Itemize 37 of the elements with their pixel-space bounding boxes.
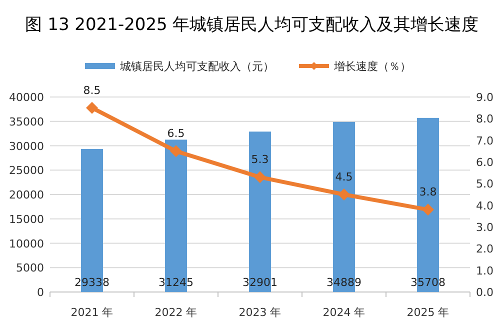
x-tick-label: 2022 年 xyxy=(154,306,198,319)
y2-tick-label: 2.0 xyxy=(476,242,494,256)
x-tick-label: 2024 年 xyxy=(322,306,366,319)
data-label: 3.8 xyxy=(419,186,437,199)
y2-tick-label: 6.0 xyxy=(476,156,494,169)
data-label: 6.5 xyxy=(167,127,185,140)
point xyxy=(86,102,98,114)
y2-tick-label: 9.0 xyxy=(476,91,494,104)
chart-title: 图 13 2021-2025 年城镇居民人均可支配收入及其增长速度 xyxy=(25,15,479,35)
y-tick-label: 25000 xyxy=(9,164,44,178)
legend-label: 城镇居民人均可支配收入（元） xyxy=(119,60,274,73)
data-label: 5.3 xyxy=(251,153,269,166)
point xyxy=(170,145,182,158)
y-tick-label: 0 xyxy=(37,286,44,299)
y2-tick-label: 0.0 xyxy=(476,286,494,299)
data-label: 8.5 xyxy=(83,84,101,97)
y-tick-label: 40000 xyxy=(9,91,44,104)
point xyxy=(422,204,434,216)
y2-tick-label: 8.0 xyxy=(476,112,494,126)
y-tick-label: 35000 xyxy=(9,115,44,128)
point xyxy=(254,171,266,184)
x-tick-label: 2021 年 xyxy=(70,306,114,319)
y2-tick-label: 4.0 xyxy=(476,199,494,212)
y-tick-label: 5000 xyxy=(16,262,44,275)
y2-tick-label: 7.0 xyxy=(476,134,494,148)
y-tick-label: 20000 xyxy=(9,188,44,202)
y2-tick-label: 3.0 xyxy=(476,221,494,234)
x-tick-label: 2025 年 xyxy=(406,306,450,319)
y2-tick-label: 1.0 xyxy=(476,264,494,278)
data-label: 4.5 xyxy=(335,170,353,184)
x-tick-label: 2023 年 xyxy=(238,306,282,319)
point xyxy=(338,188,350,200)
legend-label: 增长速度（％） xyxy=(333,60,411,73)
y-tick-label: 15000 xyxy=(9,212,44,226)
y-tick-label: 10000 xyxy=(9,237,44,250)
y-tick-label: 30000 xyxy=(9,140,44,153)
y2-tick-label: 5.0 xyxy=(476,178,494,191)
